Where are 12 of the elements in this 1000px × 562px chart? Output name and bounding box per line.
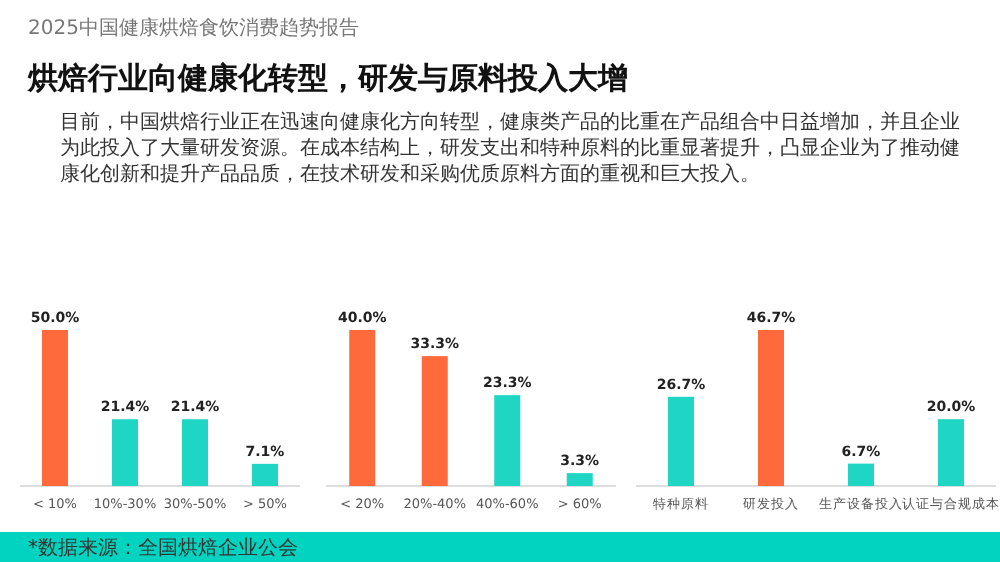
text: *数据来源：全国烘焙企业公会 xyxy=(28,536,300,562)
bar xyxy=(848,463,874,486)
text: 2025中国健康烘焙食饮消费趋势报告 xyxy=(28,16,361,42)
bar xyxy=(494,395,521,486)
bar xyxy=(566,473,593,486)
bar xyxy=(421,356,448,486)
bar xyxy=(938,419,964,486)
text: 烘焙行业向健康化转型，研发与原料投入大增 xyxy=(28,60,630,96)
bar xyxy=(668,396,694,486)
text: 目前，中国烘焙行业正在迅速向健康化方向转型，健康类产品的比重在产品组合中日益增加，并且企业为此投入了大量研发资源。在成本结构上，研发支出和特种原料的比重显著提升，凸显企业为了推动健康化创新和提升产品品质，在技术研发和采购优质原料方面的重视和巨大投入。 xyxy=(60,110,962,188)
bar xyxy=(758,330,784,486)
bar xyxy=(349,330,376,486)
